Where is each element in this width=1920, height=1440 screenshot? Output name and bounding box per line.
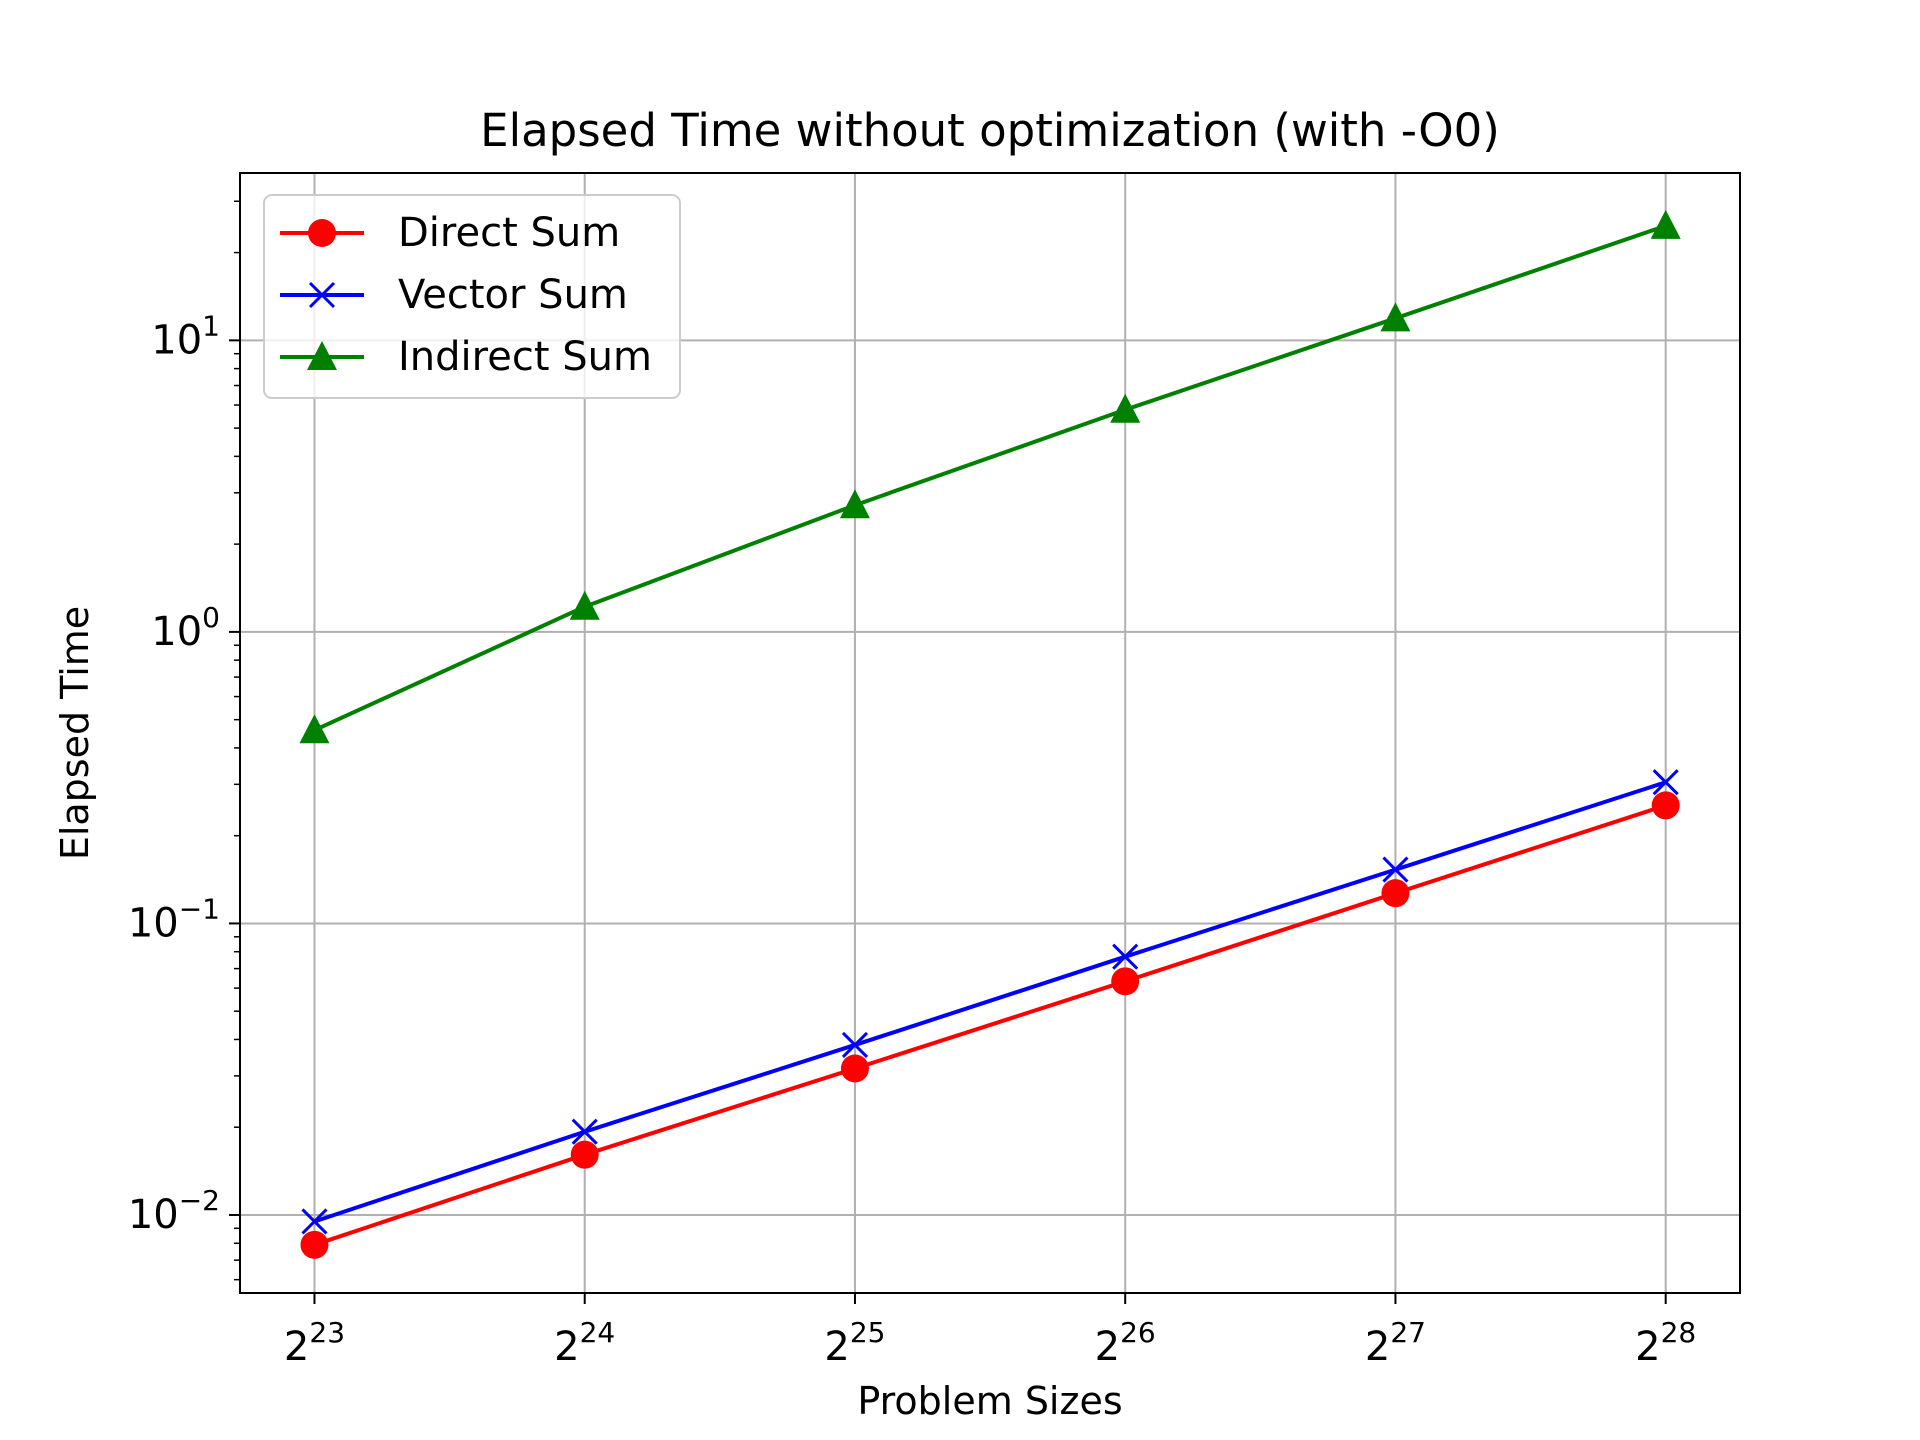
x-axis-label: Problem Sizes: [857, 1379, 1122, 1423]
indirect-sum-point: [1110, 393, 1141, 423]
direct-sum-point: [1651, 791, 1680, 820]
legend-item-vector-sum: Vector Sum: [280, 272, 628, 318]
legend-marker: [308, 281, 336, 309]
vector-sum-point: [1382, 856, 1409, 883]
vector-sum-point: [1112, 943, 1139, 970]
plot-frame: [239, 172, 1741, 1294]
direct-sum-point: [300, 1230, 329, 1259]
direct-sum-line: [313, 803, 1667, 1247]
y-tick-label: 100: [151, 601, 220, 655]
x-tick-label: 223: [284, 1316, 345, 1370]
vector-sum-point: [571, 1118, 598, 1145]
legend: Direct Sum Vector Sum Indirect Sum: [263, 194, 681, 399]
indirect-sum-point: [569, 590, 600, 620]
x-tick-label: 224: [554, 1316, 615, 1370]
chart-title: Elapsed Time without optimization (with …: [480, 104, 1500, 157]
direct-sum-point: [1381, 879, 1410, 908]
legend-label: Vector Sum: [398, 272, 628, 318]
legend-label: Indirect Sum: [398, 334, 652, 380]
indirect-sum-point: [839, 489, 870, 519]
legend-box: [263, 194, 681, 399]
vector-sum-line: [313, 780, 1667, 1224]
indirect-sum-point: [1650, 209, 1681, 239]
direct-sum-point: [840, 1054, 869, 1083]
direct-sum-point: [570, 1140, 599, 1169]
indirect-sum-point: [1380, 302, 1411, 332]
x-tick-label: 228: [1635, 1316, 1696, 1370]
x-tick-label: 227: [1365, 1316, 1426, 1370]
direct-sum-series: [300, 791, 1680, 1259]
vector-sum-point: [1652, 769, 1679, 796]
legend-marker: [308, 219, 336, 247]
grid: [240, 173, 1740, 1293]
legend-marker: [307, 341, 337, 370]
series-layer: [299, 209, 1681, 1259]
indirect-sum-series: [299, 209, 1681, 744]
vector-sum-series: [301, 769, 1679, 1235]
x-tick-label: 226: [1095, 1316, 1156, 1370]
indirect-sum-line: [313, 223, 1667, 733]
legend-item-direct-sum: Direct Sum: [280, 210, 620, 256]
y-tick-label: 10−1: [128, 892, 220, 946]
legend-item-indirect-sum: Indirect Sum: [280, 334, 652, 380]
vector-sum-point: [301, 1208, 328, 1235]
y-axis-label: Elapsed Time: [53, 606, 97, 860]
x-tick-label: 225: [824, 1316, 885, 1370]
indirect-sum-point: [299, 714, 330, 744]
axis-ticks: 223 224 225 226 227 228 10−2 10−1 100 101: [128, 309, 1696, 1370]
y-tick-label: 101: [151, 309, 220, 363]
direct-sum-point: [1111, 967, 1140, 996]
legend-label: Direct Sum: [398, 210, 620, 256]
y-tick-label: 10−2: [128, 1184, 220, 1238]
vector-sum-point: [841, 1031, 869, 1059]
